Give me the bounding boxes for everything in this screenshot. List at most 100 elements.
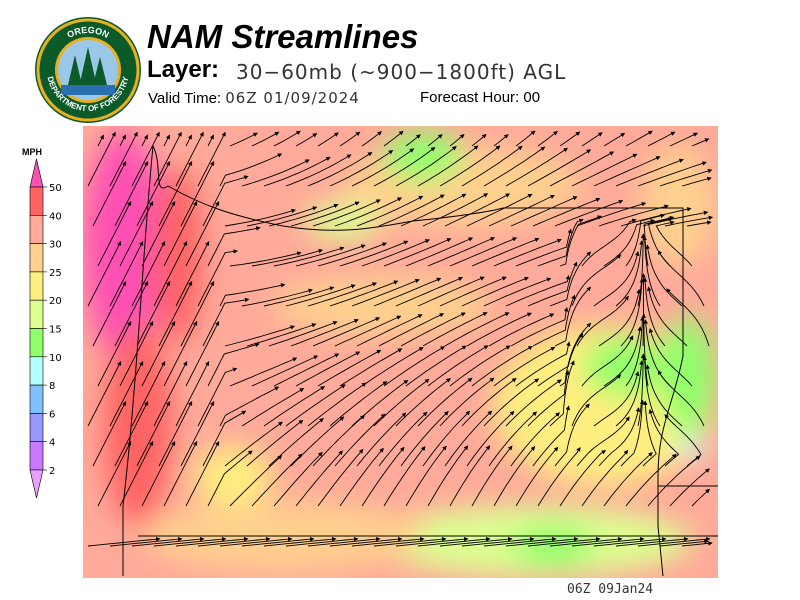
- streamline: [669, 132, 699, 147]
- streamline: [483, 536, 557, 547]
- streamline: [559, 131, 581, 147]
- streamline: [659, 539, 709, 547]
- streamline: [400, 410, 449, 467]
- streamline: [290, 319, 359, 347]
- streamlines: [87, 130, 714, 547]
- streamline: [185, 441, 220, 507]
- streamline: [642, 277, 666, 347]
- streamline: [251, 355, 319, 387]
- streamline: [554, 403, 590, 467]
- streamline: [417, 536, 491, 547]
- streamline: [317, 132, 339, 147]
- streamline: [471, 134, 487, 147]
- streamline: [185, 201, 220, 267]
- streamline: [119, 134, 126, 147]
- streamline: [241, 536, 315, 547]
- streamline: [268, 321, 338, 347]
- streamline: [625, 316, 645, 387]
- streamline: [527, 536, 601, 547]
- legend-swatch: [29, 271, 44, 301]
- streamline: [219, 536, 293, 547]
- streamline: [559, 322, 592, 387]
- streamline: [383, 346, 446, 387]
- streamline: [664, 414, 702, 467]
- streamline: [329, 280, 399, 307]
- streamline: [598, 288, 641, 347]
- streamline: [92, 401, 127, 467]
- streamline: [378, 194, 445, 227]
- streamline: [329, 536, 403, 547]
- streamline: [471, 237, 540, 267]
- streamline: [427, 237, 496, 267]
- streamline: [373, 378, 430, 427]
- streamline: [356, 195, 424, 227]
- streamline: [603, 218, 655, 267]
- streamline: [87, 131, 116, 187]
- streamline: [285, 536, 359, 547]
- streamline: [493, 446, 536, 507]
- streamline: [295, 133, 318, 147]
- legend-label: 6: [49, 409, 55, 420]
- streamline: [141, 321, 176, 387]
- streamline: [581, 449, 629, 507]
- streamline: [163, 441, 198, 507]
- streamline: [559, 215, 603, 267]
- streamline: [427, 134, 443, 147]
- streamline: [114, 281, 149, 347]
- streamline: [317, 242, 388, 267]
- streamline: [307, 382, 367, 427]
- streamline: [153, 241, 188, 307]
- streamline: [251, 453, 303, 507]
- streamline: [505, 379, 562, 427]
- streamline: [642, 210, 709, 227]
- streamline: [92, 281, 127, 347]
- streamline: [163, 321, 198, 387]
- streamline: [669, 468, 710, 507]
- streamline: [681, 541, 713, 547]
- state-borders: [122, 145, 718, 577]
- streamline: [395, 146, 457, 187]
- streamline: [444, 312, 510, 347]
- streamline: [510, 412, 560, 467]
- streamline: [488, 313, 555, 347]
- streamline: [483, 378, 540, 427]
- streamline: [532, 197, 601, 227]
- streamline: [549, 251, 592, 307]
- streamline: [559, 449, 607, 507]
- streamline: [657, 250, 705, 307]
- legend-swatch: [29, 243, 44, 273]
- streamline: [202, 175, 249, 227]
- streamline: [642, 235, 661, 307]
- streamline: [417, 145, 479, 187]
- streamline: [197, 536, 271, 547]
- streamline: [648, 408, 680, 467]
- streamline: [114, 161, 149, 227]
- streamline: [339, 447, 384, 507]
- legend-label: 50: [49, 183, 62, 194]
- streamline: [263, 386, 326, 427]
- streamline: [493, 238, 562, 267]
- streamline: [329, 149, 394, 187]
- streamline: [131, 241, 166, 307]
- streamline: [109, 241, 144, 307]
- streamline: [197, 249, 238, 307]
- streamline: [197, 131, 226, 187]
- streamline: [290, 201, 360, 227]
- streamline: [317, 349, 382, 387]
- streamline: [515, 341, 571, 387]
- legend-label: 40: [49, 211, 62, 222]
- streamline: [185, 134, 192, 147]
- streamline: [97, 441, 132, 507]
- streamline: [136, 161, 171, 227]
- streamline: [515, 446, 559, 507]
- streamline: [263, 536, 337, 547]
- streamline: [422, 312, 488, 347]
- streamline: [131, 361, 166, 427]
- streamline: [637, 353, 646, 427]
- streamline: [251, 131, 280, 147]
- streamline: [295, 351, 361, 387]
- streamline: [400, 312, 466, 347]
- streamline: [417, 276, 485, 307]
- streamline: [295, 450, 344, 507]
- streamline: [449, 345, 511, 387]
